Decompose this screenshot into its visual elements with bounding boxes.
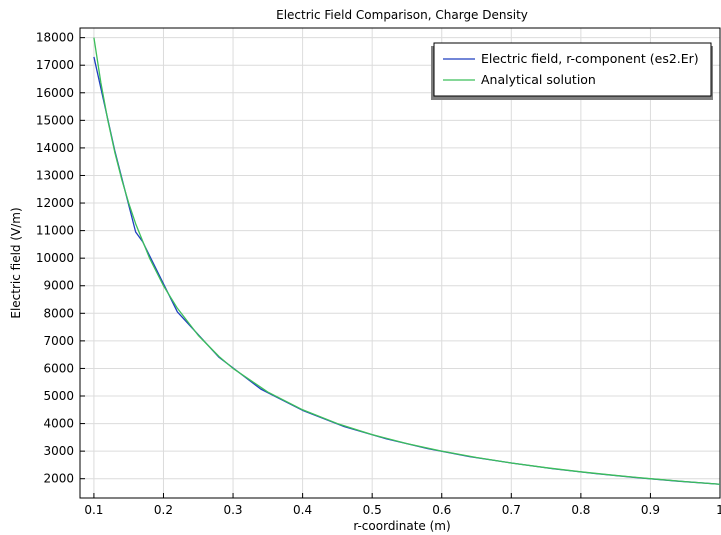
x-tick-label: 0.1	[84, 503, 103, 517]
y-tick-label: 3000	[43, 444, 74, 458]
legend-box	[433, 42, 712, 97]
x-tick-label: 0.3	[223, 503, 242, 517]
chart-title: Electric Field Comparison, Charge Densit…	[276, 8, 528, 22]
y-tick-label: 7000	[43, 334, 74, 348]
x-tick-label: 0.9	[641, 503, 660, 517]
y-tick-label: 12000	[36, 196, 74, 210]
legend-label-1: Analytical solution	[481, 72, 596, 87]
plot-frame	[79, 27, 721, 499]
series-lines	[93, 37, 721, 485]
series-line-1	[93, 37, 721, 485]
y-axis-label: Electric field (V/m)	[9, 207, 23, 318]
x-tick-label: 0.2	[154, 503, 173, 517]
x-tick-label: 0.4	[293, 503, 312, 517]
y-tick-label: 5000	[43, 389, 74, 403]
y-tick-label: 8000	[43, 306, 74, 320]
x-tick-label: 0.6	[432, 503, 451, 517]
x-tick-label: 0.8	[571, 503, 590, 517]
y-tick-label: 9000	[43, 279, 74, 293]
x-tick-label: 1	[716, 503, 721, 517]
y-tick-label: 13000	[36, 168, 74, 182]
y-tick-label: 11000	[36, 224, 74, 238]
y-tick-label: 18000	[36, 31, 74, 45]
y-tick-label: 2000	[43, 472, 74, 486]
y-tick-label: 17000	[36, 58, 74, 72]
y-tick-label: 4000	[43, 417, 74, 431]
y-tick-label: 14000	[36, 141, 74, 155]
x-tick-label: 0.7	[502, 503, 521, 517]
legend: Electric field, r-component (es2.Er) Ana…	[431, 42, 713, 100]
y-tick-label: 6000	[43, 361, 74, 375]
y-tick-label: 15000	[36, 113, 74, 127]
x-tick-label: 0.5	[363, 503, 382, 517]
y-tick-label: 16000	[36, 86, 74, 100]
axis-ticks: 0.1 0.2 0.3 0.4 0.5 0.6 0.7 0.8 0.9 1200030004000…	[36, 31, 721, 517]
series-line-0	[93, 56, 721, 485]
y-tick-label: 10000	[36, 251, 74, 265]
grid	[80, 28, 721, 498]
x-axis-label: r-coordinate (m)	[353, 519, 450, 533]
legend-label-0: Electric field, r-component (es2.Er)	[481, 51, 699, 66]
